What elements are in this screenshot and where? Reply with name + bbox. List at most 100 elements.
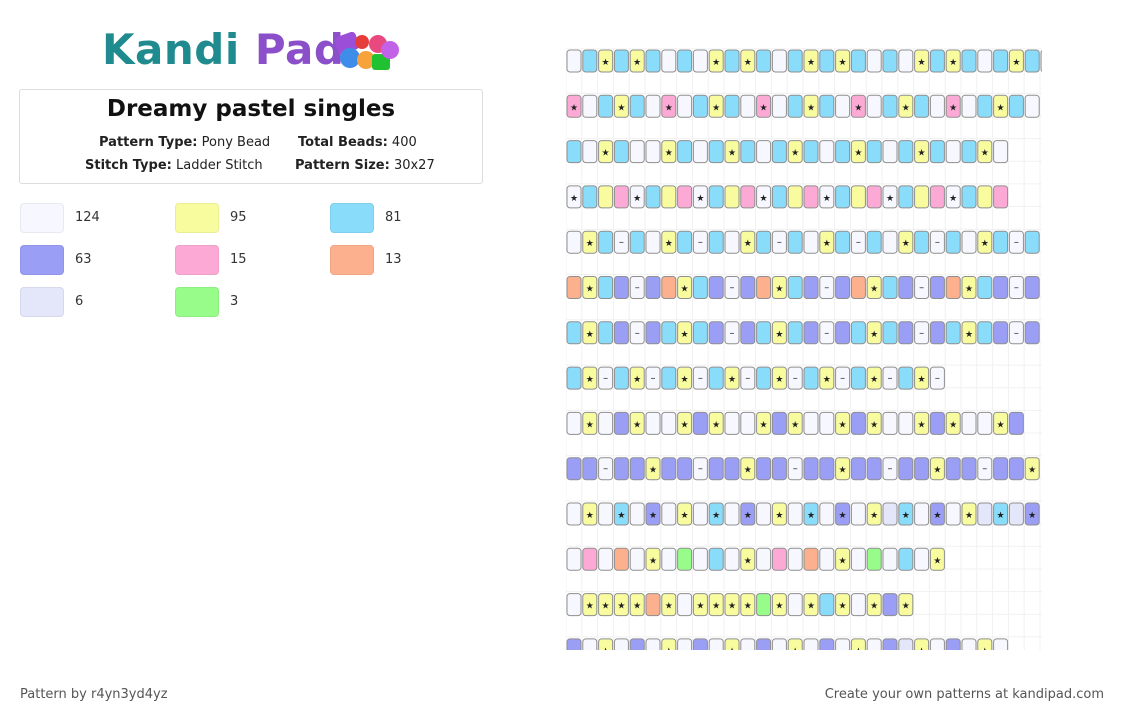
bead-shape xyxy=(819,593,835,617)
bead-shape xyxy=(613,411,629,435)
bead-shape xyxy=(835,276,851,299)
bead xyxy=(977,321,993,345)
bead-symbol: ★ xyxy=(949,103,957,113)
bead-shape xyxy=(929,185,945,209)
bead xyxy=(629,230,645,254)
bead: ★ xyxy=(582,593,598,617)
bead xyxy=(645,140,661,164)
bead-symbol: ★ xyxy=(918,420,926,430)
bead xyxy=(1008,502,1024,526)
bead-symbol: ★ xyxy=(681,285,689,295)
bead: ★ xyxy=(835,49,851,73)
bead-shape xyxy=(850,547,866,571)
bead-shape xyxy=(566,366,582,390)
bead-shape xyxy=(771,502,787,526)
bead xyxy=(929,49,945,73)
bead-shape xyxy=(708,49,724,73)
bead-symbol: ★ xyxy=(823,194,831,204)
bead-shape xyxy=(771,547,787,571)
bead-shape xyxy=(850,321,866,345)
bead-shape xyxy=(582,638,598,650)
bead-shape xyxy=(661,593,677,617)
bead-shape xyxy=(598,411,614,435)
bead xyxy=(882,140,898,164)
bead xyxy=(645,638,661,650)
bead-shape xyxy=(582,230,598,254)
bead xyxy=(756,276,772,299)
bead xyxy=(945,502,961,526)
bead-symbol: ★ xyxy=(696,602,704,612)
bead xyxy=(613,140,629,164)
bead-shape xyxy=(613,94,629,118)
bead-shape xyxy=(692,276,708,299)
bead xyxy=(961,140,977,164)
bead-shape xyxy=(677,411,693,435)
bead-shape xyxy=(598,366,614,390)
bead xyxy=(850,321,866,345)
bead: ★ xyxy=(787,140,803,164)
bead xyxy=(661,185,677,209)
bead-shape xyxy=(677,547,693,571)
bead-shape xyxy=(914,94,930,118)
bead-shape xyxy=(866,185,882,209)
bead-shape xyxy=(929,638,945,650)
bead xyxy=(914,94,930,118)
bead xyxy=(835,94,851,118)
bead xyxy=(598,321,614,345)
bead xyxy=(677,94,693,118)
bead-shape xyxy=(756,366,772,390)
bead: ★ xyxy=(740,230,756,254)
bead-symbol: – xyxy=(730,328,735,339)
bead: ★ xyxy=(898,94,914,118)
bead-shape xyxy=(756,276,772,299)
logo-text-kandi: Kandi xyxy=(102,25,240,74)
bead: ★ xyxy=(771,321,787,345)
bead-symbol: ★ xyxy=(775,375,783,385)
bead xyxy=(898,276,914,299)
bead: ★ xyxy=(582,321,598,345)
bead-symbol: – xyxy=(1014,328,1019,339)
bead-shape xyxy=(756,638,772,650)
bead-symbol: – xyxy=(745,373,750,384)
bead xyxy=(898,457,914,481)
bead xyxy=(771,457,787,481)
bead xyxy=(771,547,787,571)
bead xyxy=(566,140,582,164)
bead: – xyxy=(1008,321,1024,345)
bead-shape xyxy=(803,185,819,209)
bead-shape xyxy=(566,185,582,209)
bead: ★ xyxy=(629,593,645,617)
bead-shape xyxy=(1008,457,1024,481)
bead: ★ xyxy=(803,502,819,526)
bead xyxy=(850,457,866,481)
kandipad-promo-link[interactable]: Create your own patterns at kandipad.com xyxy=(824,687,1104,702)
bead xyxy=(850,366,866,390)
pattern-title: Dreamy pastel singles xyxy=(106,96,396,122)
bead: ★ xyxy=(582,230,598,254)
bead-shape xyxy=(756,49,772,73)
bead xyxy=(613,49,629,73)
bead-shape xyxy=(819,411,835,435)
bead-shape xyxy=(929,366,945,390)
bead-symbol: ★ xyxy=(617,511,625,521)
bead-shape xyxy=(771,457,787,481)
bead: ★ xyxy=(819,230,835,254)
bead-shape xyxy=(724,140,740,164)
bead-shape xyxy=(866,638,882,650)
bead-shape xyxy=(819,457,835,481)
bead-symbol: ★ xyxy=(918,647,926,650)
bead-shape xyxy=(929,94,945,118)
bead: ★ xyxy=(598,49,614,73)
kandipad-logo[interactable]: Kandi Pad xyxy=(102,26,412,78)
bead-shape xyxy=(613,230,629,254)
bead: ★ xyxy=(771,502,787,526)
bead-shape xyxy=(692,49,708,73)
bead-shape xyxy=(835,457,851,481)
bead: ★ xyxy=(692,593,708,617)
bead: – xyxy=(787,366,803,390)
bead: ★ xyxy=(645,547,661,571)
bead xyxy=(1024,276,1040,299)
bead xyxy=(803,276,819,299)
bead-shape xyxy=(882,547,898,571)
bead xyxy=(835,185,851,209)
